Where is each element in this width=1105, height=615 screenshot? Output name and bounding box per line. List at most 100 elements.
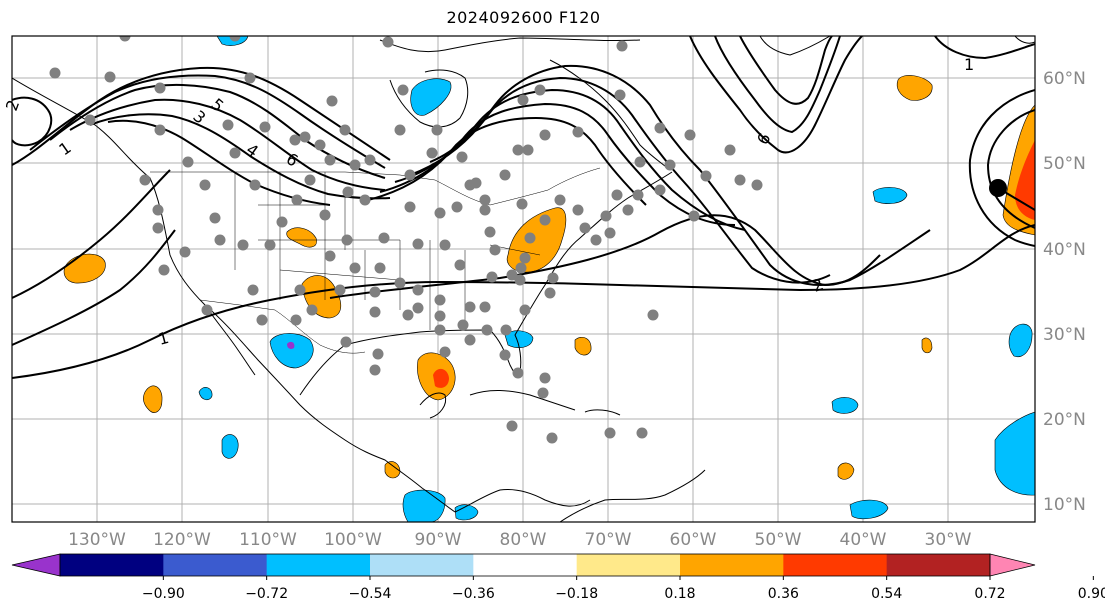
station-marker xyxy=(506,420,518,432)
lat-label: 50°N xyxy=(1043,154,1086,174)
border-us-mexico xyxy=(199,299,366,354)
station-marker xyxy=(249,179,261,191)
station-marker xyxy=(479,204,491,216)
station-marker xyxy=(522,144,534,156)
station-marker xyxy=(139,174,151,186)
fill-blue-cam xyxy=(402,489,446,522)
station-marker xyxy=(439,346,451,358)
station-marker xyxy=(512,367,524,379)
station-marker xyxy=(489,244,501,256)
station-marker xyxy=(688,210,700,222)
station-marker xyxy=(654,184,666,196)
colorbar-extend-low xyxy=(11,553,61,577)
lon-label: 110°W xyxy=(239,530,297,550)
station-marker xyxy=(539,129,551,141)
station-marker xyxy=(349,262,361,274)
coast-arctic xyxy=(379,37,641,53)
station-marker xyxy=(209,212,221,224)
lat-label: 40°N xyxy=(1043,240,1086,260)
station-marker xyxy=(84,114,96,126)
station-marker xyxy=(734,174,746,186)
fill-purple-mex xyxy=(287,341,295,349)
station-marker xyxy=(700,170,712,182)
station-marker xyxy=(457,319,469,331)
colorbar-bin xyxy=(783,554,888,576)
contour-low-4 xyxy=(69,98,386,191)
station-marker xyxy=(294,284,306,296)
contour-west-loop xyxy=(12,96,53,147)
station-marker xyxy=(369,364,381,376)
station-marker xyxy=(604,227,616,239)
station-marker xyxy=(314,139,326,151)
fill-orange-plains xyxy=(286,227,317,248)
coast-central-america xyxy=(454,489,591,513)
station-marker xyxy=(182,156,194,168)
fill-blue-florida xyxy=(504,330,534,348)
station-marker xyxy=(479,301,491,313)
contour-low-5 xyxy=(89,113,391,200)
station-marker xyxy=(519,304,531,316)
station-marker xyxy=(199,179,211,191)
station-marker xyxy=(372,348,384,360)
station-marker xyxy=(519,252,531,264)
station-marker xyxy=(431,124,443,136)
station-marker xyxy=(364,154,376,166)
contour-atl-8 xyxy=(739,36,833,105)
station-marker xyxy=(636,427,648,439)
colorbar-bin xyxy=(680,554,784,576)
station-marker xyxy=(201,304,213,316)
station-marker xyxy=(616,40,628,52)
station-marker xyxy=(299,131,311,143)
colorbar-bin xyxy=(60,554,164,576)
border-us-canada xyxy=(150,167,601,206)
station-marker xyxy=(214,234,226,246)
colorbar-tick-label: −0.36 xyxy=(452,586,495,602)
station-marker xyxy=(247,284,259,296)
station-marker xyxy=(481,324,493,336)
station-marker xyxy=(514,274,526,286)
contour-atl-7 xyxy=(714,36,841,134)
station-marker xyxy=(237,239,249,251)
station-marker xyxy=(611,189,623,201)
station-marker xyxy=(229,36,241,42)
station-marker xyxy=(304,174,316,186)
station-marker xyxy=(647,309,659,321)
station-marker xyxy=(534,84,546,96)
station-marker xyxy=(256,314,268,326)
low-center-marker xyxy=(989,179,1007,197)
station-marker xyxy=(499,169,511,181)
station-marker xyxy=(319,209,331,221)
station-marker xyxy=(537,387,549,399)
colorbar-frame xyxy=(59,553,991,577)
colorbar-bin xyxy=(370,554,474,576)
contour-east-closed xyxy=(986,109,1035,229)
station-marker xyxy=(306,304,318,316)
contour-low-6 xyxy=(107,119,331,206)
station-marker xyxy=(724,144,736,156)
station-marker xyxy=(512,144,524,156)
coast-hispaniola xyxy=(584,409,621,416)
station-marker xyxy=(464,301,476,313)
coast-hudson-bay xyxy=(389,69,469,128)
contour-trough-b xyxy=(409,76,831,284)
station-marker xyxy=(516,198,528,210)
station-marker xyxy=(500,324,512,336)
lat-label: 60°N xyxy=(1043,69,1086,89)
fill-orange-hawaii xyxy=(143,385,163,413)
station-marker xyxy=(382,36,394,48)
station-marker xyxy=(154,82,166,94)
contour-east-outer xyxy=(968,89,1035,247)
station-marker xyxy=(244,72,256,84)
station-marker xyxy=(426,147,438,159)
station-marker xyxy=(539,214,551,226)
station-marker xyxy=(119,36,131,42)
colorbar-tick-label: −0.72 xyxy=(245,586,288,602)
station-marker xyxy=(412,238,424,250)
fill-red-gulf xyxy=(433,368,449,388)
fill-orange-atl3 xyxy=(837,462,855,480)
station-marker xyxy=(289,134,301,146)
station-marker xyxy=(751,179,763,191)
station-marker xyxy=(579,222,591,234)
station-marker xyxy=(412,284,424,296)
contour-1-pacific xyxy=(12,229,176,346)
